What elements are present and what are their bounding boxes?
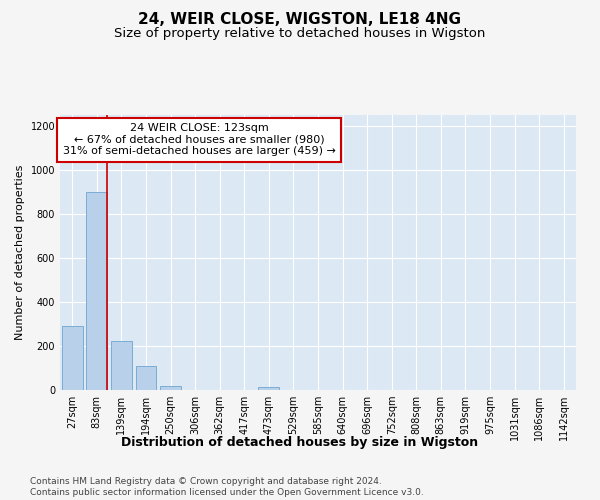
Bar [111, 340, 132, 390]
Text: Distribution of detached houses by size in Wigston: Distribution of detached houses by size … [121, 436, 479, 449]
Y-axis label: Number of detached properties: Number of detached properties [15, 165, 25, 340]
Bar [86, 192, 107, 390]
Text: Contains HM Land Registry data © Crown copyright and database right 2024.
Contai: Contains HM Land Registry data © Crown c… [30, 478, 424, 497]
Text: 24 WEIR CLOSE: 123sqm
← 67% of detached houses are smaller (980)
31% of semi-det: 24 WEIR CLOSE: 123sqm ← 67% of detached … [63, 123, 336, 156]
Bar [259, 386, 280, 390]
Text: 24, WEIR CLOSE, WIGSTON, LE18 4NG: 24, WEIR CLOSE, WIGSTON, LE18 4NG [139, 12, 461, 28]
Bar [62, 326, 83, 390]
Bar [160, 386, 181, 390]
Text: Size of property relative to detached houses in Wigston: Size of property relative to detached ho… [115, 28, 485, 40]
Bar [136, 366, 157, 390]
